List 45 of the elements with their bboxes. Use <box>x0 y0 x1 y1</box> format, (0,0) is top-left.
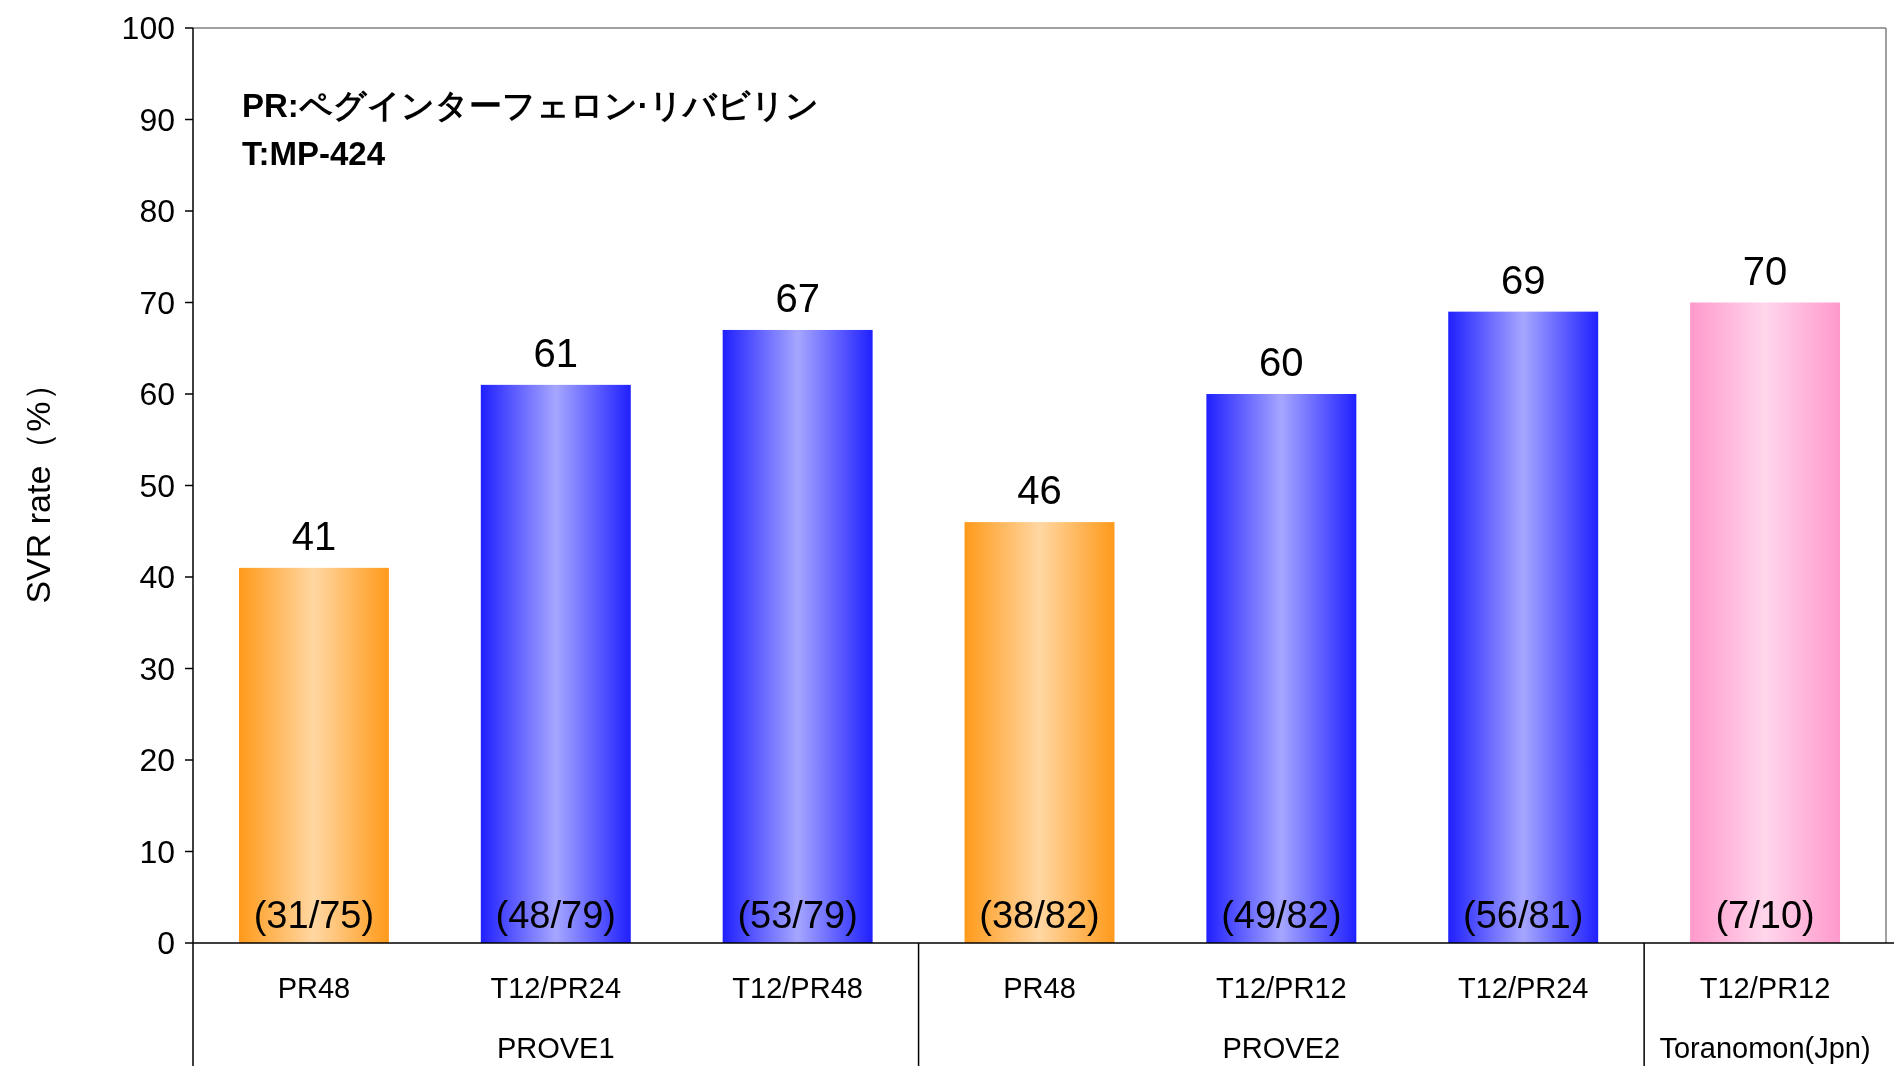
data-label: 67 <box>775 275 820 320</box>
bar <box>480 384 631 943</box>
bar <box>1206 394 1357 943</box>
annotation: (38/82) <box>979 894 1100 936</box>
data-label: 61 <box>533 330 579 375</box>
data-label: 46 <box>1017 468 1062 513</box>
x-tick-label: T12/PR24 <box>490 972 622 1004</box>
y-tick-label: 90 <box>139 101 175 138</box>
data-label: 69 <box>1500 257 1546 302</box>
x-tick-label: T12/PR24 <box>1457 972 1589 1004</box>
x-tick-label: PR48 <box>277 972 351 1004</box>
y-tick-label: 30 <box>139 650 175 687</box>
annotation: (53/79) <box>737 894 858 936</box>
bar <box>1690 302 1841 943</box>
y-tick-label: 20 <box>139 742 175 778</box>
y-tick-label: 0 <box>157 925 175 961</box>
x-tick-label: T12/PR48 <box>732 972 863 1004</box>
y-tick-label: 60 <box>139 376 175 412</box>
x-tick-label: PR48 <box>1003 972 1076 1004</box>
y-axis-title: SVR rate（%） <box>19 367 57 604</box>
y-tick-label: 100 <box>121 10 175 46</box>
y-tick-label: 10 <box>139 833 175 870</box>
data-label: 60 <box>1259 340 1304 384</box>
annotation: (56/81) <box>1463 894 1584 936</box>
text: PROVE2 <box>1222 1032 1341 1064</box>
y-tick-label: 70 <box>139 284 175 321</box>
bar <box>722 329 873 943</box>
annotation: (31/75) <box>253 894 375 936</box>
annotation: (49/82) <box>1221 894 1342 936</box>
y-tick-label: 40 <box>139 559 175 595</box>
bar <box>964 522 1115 943</box>
annotation: T:MP-424 <box>242 135 386 172</box>
x-tick-label: T12/PR12 <box>1216 972 1347 1004</box>
data-label: 41 <box>291 513 337 558</box>
annotation: PR:ペグインターフェロン·リバビリン <box>242 87 819 124</box>
bar <box>1448 311 1599 943</box>
y-tick-label: 80 <box>139 193 175 229</box>
annotation: (48/79) <box>495 894 616 936</box>
data-label: 70 <box>1742 248 1788 293</box>
bar <box>238 567 389 943</box>
x-tick-label: T12/PR12 <box>1699 972 1831 1004</box>
y-tick-label: 50 <box>139 467 175 504</box>
annotation: (7/10) <box>1715 894 1815 936</box>
text: Toranomon(Jpn) <box>1659 1032 1871 1064</box>
text: PROVE1 <box>496 1032 615 1064</box>
